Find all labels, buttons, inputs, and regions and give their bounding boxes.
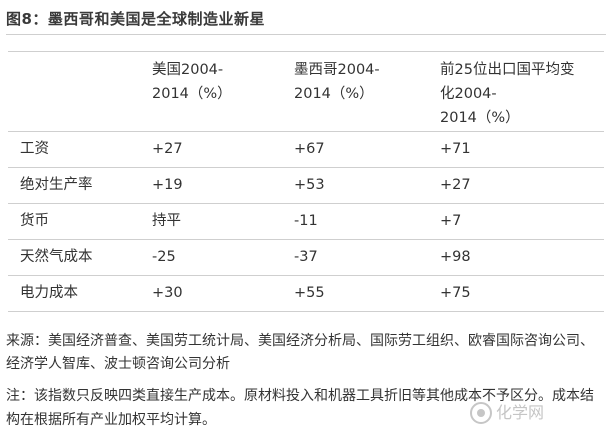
cell-mexico: +67 [294,131,440,168]
header-top25: 前25位出口国平均变 化2004- 2014（%） [440,51,604,132]
table-row: 电力成本 +30 +55 +75 [8,275,604,312]
row-label: 天然气成本 [8,239,152,276]
header-mexico-line2: 2014（%） [294,86,374,102]
cell-top25: +98 [440,239,604,276]
cell-us: 持平 [152,203,294,240]
figure-title: 图8：墨西哥和美国是全球制造业新星 [6,4,606,35]
watermark: 化学网 [470,400,544,426]
cell-us: +19 [152,167,294,204]
header-top25-line3: 2014（%） [440,110,520,126]
header-mexico: 墨西哥2004- 2014（%） [294,51,440,132]
header-us: 美国2004- 2014（%） [152,51,294,132]
cell-top25: +71 [440,131,604,168]
header-top25-line1: 前25位出口国平均变 [440,62,575,78]
header-blank [8,51,152,132]
source-note: 来源：美国经济普查、美国劳工统计局、美国经济分析局、国际劳工组织、欧睿国际咨询公… [6,333,594,372]
cell-us: +27 [152,131,294,168]
cell-us: -25 [152,239,294,276]
cost-comparison-table: 美国2004- 2014（%） 墨西哥2004- 2014（%） 前25位出口国… [8,51,604,312]
watermark-text: 化学网 [496,403,545,422]
footnote: 注：该指数只反映四类直接生产成本。原材料投入和机器工具折旧等其他成本不予区分。成… [6,388,594,428]
row-label: 电力成本 [8,275,152,312]
table-row: 绝对生产率 +19 +53 +27 [8,167,604,204]
table-row: 工资 +27 +67 +71 [8,131,604,168]
cell-mexico: +53 [294,167,440,204]
table-header-row: 美国2004- 2014（%） 墨西哥2004- 2014（%） 前25位出口国… [8,51,604,132]
cell-mexico: -37 [294,239,440,276]
cell-mexico: -11 [294,203,440,240]
header-mexico-line1: 墨西哥2004- [294,62,380,78]
header-us-line1: 美国2004- [152,62,224,78]
cell-us: +30 [152,275,294,312]
watermark-logo-icon [470,402,492,424]
cell-mexico: +55 [294,275,440,312]
cell-top25: +75 [440,275,604,312]
cell-top25: +7 [440,203,604,240]
table-row: 货币 持平 -11 +7 [8,203,604,240]
cell-top25: +27 [440,167,604,204]
header-us-line2: 2014（%） [152,86,232,102]
row-label: 货币 [8,203,152,240]
row-label: 工资 [8,131,152,168]
row-label: 绝对生产率 [8,167,152,204]
header-top25-line2: 化2004- [440,86,497,102]
table-row: 天然气成本 -25 -37 +98 [8,239,604,276]
